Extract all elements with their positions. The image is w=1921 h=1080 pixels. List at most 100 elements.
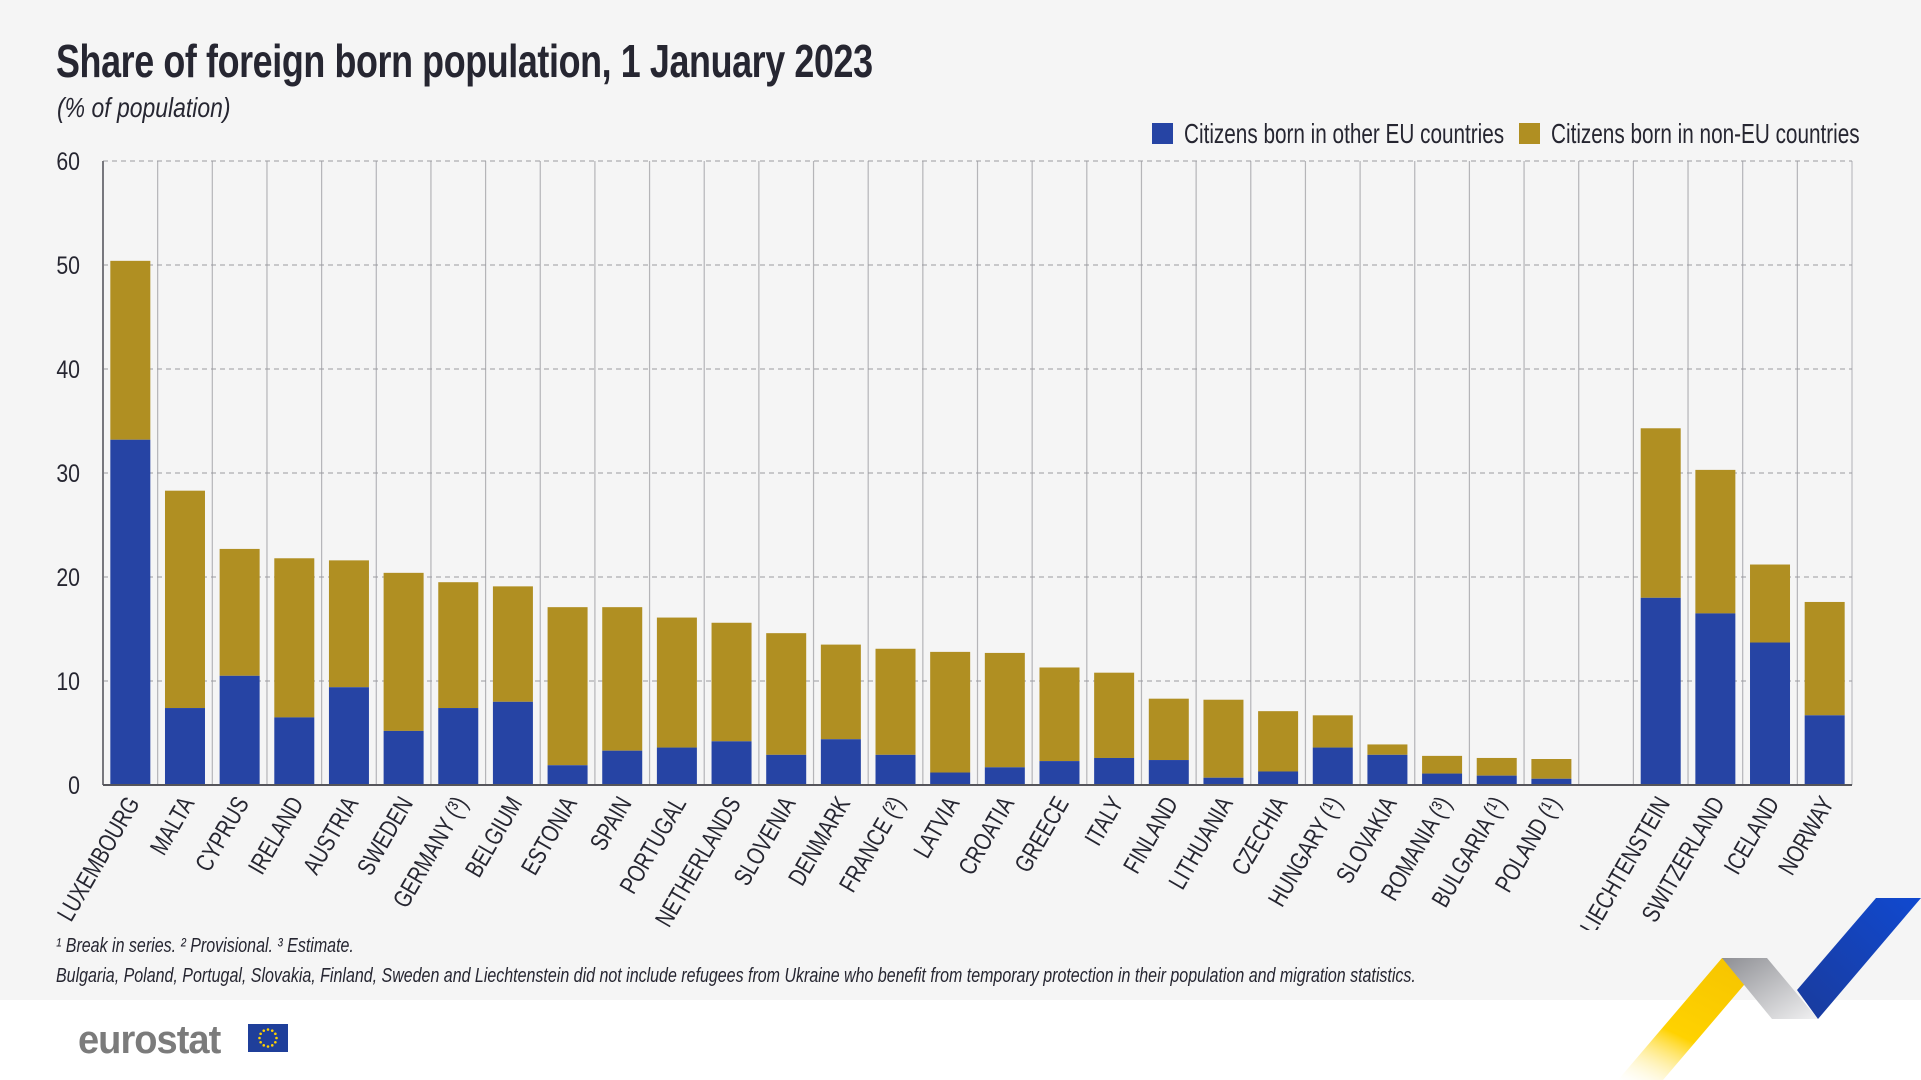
bar-non-eu — [438, 582, 479, 709]
bar-non-eu — [711, 622, 752, 742]
y-tick-label: 30 — [56, 459, 80, 487]
bar-non-eu — [1094, 672, 1135, 758]
x-tick-label: LATVIA — [908, 792, 965, 863]
bar-non-eu — [219, 548, 260, 676]
flag-star — [270, 1044, 274, 1047]
y-tick-label: 10 — [56, 667, 80, 695]
bar-non-eu — [547, 607, 588, 766]
bar-non-eu — [1531, 759, 1572, 779]
y-tick-label: 50 — [56, 251, 80, 279]
bar-eu — [547, 765, 588, 785]
bar-eu — [219, 675, 260, 785]
axes — [102, 161, 1852, 786]
bar-eu — [1750, 642, 1791, 785]
legend-label-non-eu: Citizens born in non-EU countries — [1551, 118, 1860, 149]
bar-non-eu — [984, 652, 1025, 768]
flag-star — [270, 1029, 274, 1032]
bar-non-eu — [820, 644, 861, 740]
legend-swatch-non-eu — [1519, 123, 1540, 144]
footnote-legend: ¹ Break in series. ² Provisional. ³ Esti… — [56, 935, 354, 957]
footnote-ukraine: Bulgaria, Poland, Portugal, Slovakia, Fi… — [56, 965, 1416, 987]
flag-star — [274, 1040, 277, 1044]
y-tick-label: 0 — [68, 771, 80, 799]
bar-non-eu — [1476, 757, 1517, 776]
x-tick-label: GREECE — [1009, 792, 1074, 877]
bar-non-eu — [656, 617, 697, 748]
flag-star — [259, 1032, 262, 1036]
bar-eu — [984, 767, 1025, 785]
bar-non-eu — [1203, 699, 1244, 778]
bar-eu — [164, 708, 205, 785]
bar-eu — [1422, 773, 1463, 785]
bar-non-eu — [1695, 469, 1736, 614]
bar-eu — [1039, 761, 1080, 785]
x-tick-label: ITALY — [1079, 792, 1129, 850]
flag-star — [262, 1044, 266, 1047]
bar-eu — [1312, 747, 1353, 785]
bar-eu — [1476, 775, 1517, 785]
bar-non-eu — [1367, 744, 1408, 755]
bar-non-eu — [602, 607, 643, 751]
x-tick-label: SPAIN — [584, 792, 637, 855]
ribbon-yellow — [1618, 958, 1767, 1080]
bar-eu — [1094, 757, 1135, 785]
bar-non-eu — [766, 633, 807, 755]
legend-swatch-eu — [1152, 123, 1173, 144]
bar-non-eu — [875, 648, 916, 755]
bar-non-eu — [1422, 755, 1463, 774]
y-tick-label: 20 — [56, 563, 80, 591]
bar-non-eu — [110, 260, 151, 440]
chart-panel — [0, 0, 1921, 1000]
bar-non-eu — [328, 560, 369, 688]
bar-non-eu — [1039, 667, 1080, 762]
eu-flag-icon — [248, 1024, 288, 1052]
x-tick-label: LUXEMBOURG — [52, 792, 145, 926]
bar-non-eu — [274, 558, 315, 718]
bar-eu — [1695, 613, 1736, 785]
flag-star — [266, 1028, 270, 1031]
bar-eu — [711, 741, 752, 785]
bar-eu — [383, 730, 424, 785]
bar-non-eu — [1640, 428, 1681, 598]
bar-non-eu — [1804, 601, 1845, 716]
bar-eu — [930, 772, 971, 785]
flag-star — [266, 1045, 270, 1048]
bar-eu — [438, 708, 479, 785]
ribbon-grey — [1722, 958, 1818, 1019]
footnotes: ¹ Break in series. ² Provisional. ³ Esti… — [56, 932, 1756, 992]
bar-eu — [875, 754, 916, 785]
flag-star — [259, 1040, 262, 1044]
flag-star — [275, 1036, 278, 1040]
bar-eu — [1203, 777, 1244, 785]
eurostat-logo-text: eurostat — [78, 1018, 221, 1062]
ribbon-decoration-icon — [1618, 898, 1921, 1080]
bar-eu — [1258, 771, 1299, 785]
bar-eu — [274, 717, 315, 785]
bar-non-eu — [164, 490, 205, 709]
bar-eu — [766, 754, 807, 785]
chart-title: Share of foreign born population, 1 Janu… — [56, 35, 873, 87]
bar-eu — [820, 739, 861, 785]
bar-eu — [1804, 715, 1845, 785]
bar-non-eu — [1148, 698, 1189, 761]
bar-non-eu — [1750, 564, 1791, 643]
bar-eu — [110, 439, 151, 785]
bar-eu — [656, 747, 697, 785]
bar-non-eu — [492, 586, 533, 702]
flag-star — [258, 1036, 261, 1040]
x-tick-label: MALTA — [145, 792, 200, 860]
flag-star — [274, 1032, 277, 1036]
bar-eu — [492, 701, 533, 785]
bar-non-eu — [1312, 715, 1353, 748]
bar-eu — [1148, 760, 1189, 785]
bars — [110, 260, 1845, 785]
bar-non-eu — [1258, 711, 1299, 772]
bar-non-eu — [383, 572, 424, 731]
legend-label-eu: Citizens born in other EU countries — [1184, 118, 1505, 149]
chart-subtitle: (% of population) — [57, 92, 231, 123]
bar-eu — [1531, 778, 1572, 785]
y-tick-label: 60 — [56, 147, 80, 175]
flag-star — [262, 1029, 266, 1032]
bar-eu — [602, 750, 643, 785]
bar-eu — [328, 687, 369, 785]
